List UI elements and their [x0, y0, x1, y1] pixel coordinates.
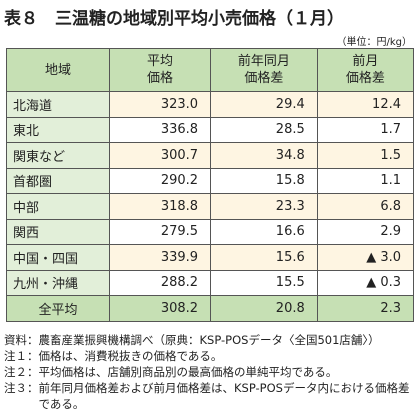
value-cell: 279.5: [108, 218, 212, 245]
value-cell: 323.0: [108, 91, 212, 118]
header-row: 地域 平均 価格 前年同月 価格差 前月 価格差: [6, 48, 415, 92]
note-label: 資料：: [4, 333, 39, 347]
header-text: 地域: [44, 62, 71, 78]
value-cell: 15.5: [210, 269, 318, 296]
value-cell: 290.2: [108, 167, 212, 194]
value-cell: 29.4: [210, 91, 318, 118]
table-row: 中国・四国 339.9 15.6 ▲ 3.0: [6, 244, 415, 271]
note-text: 平均価格は、店舗別商品別の最高価格の単純平均である。: [38, 365, 338, 379]
header-text: 平均: [147, 54, 174, 69]
value-cell: 318.8: [108, 193, 212, 220]
note: 注１： 価格は、消費税抜きの価格である。: [4, 348, 416, 364]
note-label: 注２：: [4, 365, 39, 379]
region-cell: 東北: [6, 116, 110, 143]
header-text: 前月: [352, 54, 379, 69]
value-cell: 1.1: [316, 167, 415, 194]
value-cell: 2.3: [316, 295, 415, 322]
value-cell: 34.8: [210, 142, 318, 169]
table-row: 首都圏 290.2 15.8 1.1: [6, 167, 415, 194]
value-cell: 16.6: [210, 218, 318, 245]
notes: 資料： 農畜産業振興機構調べ（原典：KSP-POSデータ〈全国501店舗〉） 注１：…: [4, 332, 416, 412]
note: 注３： 前年同月価格差および前月価格差は、KSP-POSデータ内における価格差であ…: [4, 380, 416, 412]
note-text: 農畜産業振興機構調べ（原典：KSP-POSデータ〈全国501店舗〉）: [38, 333, 380, 347]
value-cell: 1.7: [316, 116, 415, 143]
note: 資料： 農畜産業振興機構調べ（原典：KSP-POSデータ〈全国501店舗〉）: [4, 332, 416, 348]
header-cell: 地域: [6, 48, 110, 92]
table-row: 全平均 308.2 20.8 2.3: [6, 295, 415, 322]
value-cell: 15.6: [210, 244, 318, 271]
note-label: 注１：: [4, 349, 39, 363]
value-cell: 28.5: [210, 116, 318, 143]
value-cell: 336.8: [108, 116, 212, 143]
header-cell: 前年同月 価格差: [210, 48, 318, 92]
value-cell: 15.8: [210, 167, 318, 194]
value-cell: 1.5: [316, 142, 415, 169]
header-cell: 前月 価格差: [316, 48, 415, 92]
table-row: 東北 336.8 28.5 1.7: [6, 116, 415, 143]
region-cell: 中部: [6, 193, 110, 220]
region-cell: 北海道: [6, 91, 110, 118]
table-row: 九州・沖縄 288.2 15.5 ▲ 0.3: [6, 269, 415, 296]
header-text: 前年同月: [237, 54, 290, 69]
value-cell: 20.8: [210, 295, 318, 322]
value-cell: ▲ 0.3: [316, 269, 415, 296]
price-table: 地域 平均 価格 前年同月 価格差 前月 価格差 北海道 323.0 29.4 12.4 東北 336…: [6, 48, 415, 322]
unit-label: （単位：円/kg）: [336, 37, 412, 48]
value-cell: 23.3: [210, 193, 318, 220]
table-row: 北海道 323.0 29.4 12.4: [6, 91, 415, 118]
region-cell: 関東など: [6, 142, 110, 169]
value-cell: 6.8: [316, 193, 415, 220]
region-cell: 中国・四国: [6, 244, 110, 271]
header-cell: 平均 価格: [108, 48, 212, 92]
note: 注２： 平均価格は、店舗別商品別の最高価格の単純平均である。: [4, 364, 416, 380]
title: 表８ 三温糖の地域別平均小売価格（１月）: [4, 9, 344, 29]
value-cell: 2.9: [316, 218, 415, 245]
table-body: 北海道 323.0 29.4 12.4 東北 336.8 28.5 1.7 関東など 300.7 3…: [6, 91, 415, 322]
region-cell: 九州・沖縄: [6, 269, 110, 296]
value-cell: 308.2: [108, 295, 212, 322]
header-text: 価格差: [345, 71, 385, 86]
value-cell: ▲ 3.0: [316, 244, 415, 271]
region-cell: 全平均: [6, 295, 110, 322]
table-row: 関西 279.5 16.6 2.9: [6, 218, 415, 245]
value-cell: 300.7: [108, 142, 212, 169]
value-cell: 12.4: [316, 91, 415, 118]
table-row: 関東など 300.7 34.8 1.5: [6, 142, 415, 169]
region-cell: 首都圏: [6, 167, 110, 194]
header-text: 価格差: [244, 71, 284, 86]
table-row: 中部 318.8 23.3 6.8: [6, 193, 415, 220]
value-cell: 339.9: [108, 244, 212, 271]
note-text: 価格は、消費税抜きの価格である。: [38, 349, 223, 363]
note-label: 注３：: [4, 381, 39, 395]
note-text: 前年同月価格差および前月価格差は、KSP-POSデータ内における価格差である。: [38, 381, 410, 411]
value-cell: 288.2: [108, 269, 212, 296]
header-text: 価格: [147, 71, 174, 86]
region-cell: 関西: [6, 218, 110, 245]
